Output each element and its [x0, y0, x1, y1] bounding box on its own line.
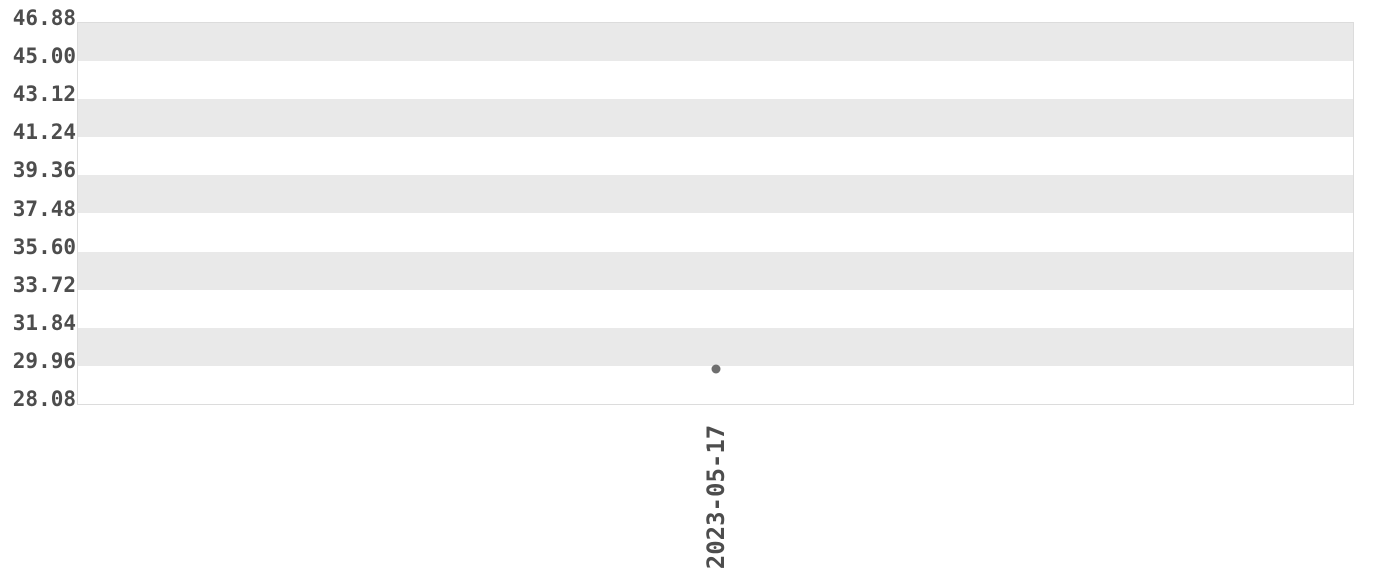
- y-tick-label: 41.24: [12, 120, 76, 145]
- y-tick-label: 45.00: [12, 44, 76, 69]
- grid-band: [78, 137, 1353, 175]
- y-tick-label: 37.48: [12, 196, 76, 221]
- y-tick-label: 33.72: [12, 272, 76, 297]
- y-tick-label: 39.36: [12, 158, 76, 183]
- grid-band: [78, 290, 1353, 328]
- y-tick-label: 29.96: [12, 348, 76, 373]
- data-point[interactable]: [711, 364, 720, 374]
- grid-band: [78, 327, 1353, 366]
- grid-band: [78, 61, 1353, 99]
- grid-band: [78, 99, 1353, 138]
- y-tick-label: 43.12: [12, 82, 76, 107]
- grid-band: [78, 175, 1353, 214]
- grid-band: [78, 214, 1353, 252]
- grid-band: [78, 23, 1353, 62]
- y-tick-label: 28.08: [12, 387, 76, 411]
- grid-band: [78, 251, 1353, 290]
- y-tick-label: 46.88: [12, 6, 76, 30]
- plot-area: [77, 22, 1354, 405]
- y-tick-label: 31.84: [12, 310, 76, 335]
- y-tick-label: 35.60: [12, 234, 76, 259]
- x-tick-label: 2023-05-17: [701, 424, 730, 570]
